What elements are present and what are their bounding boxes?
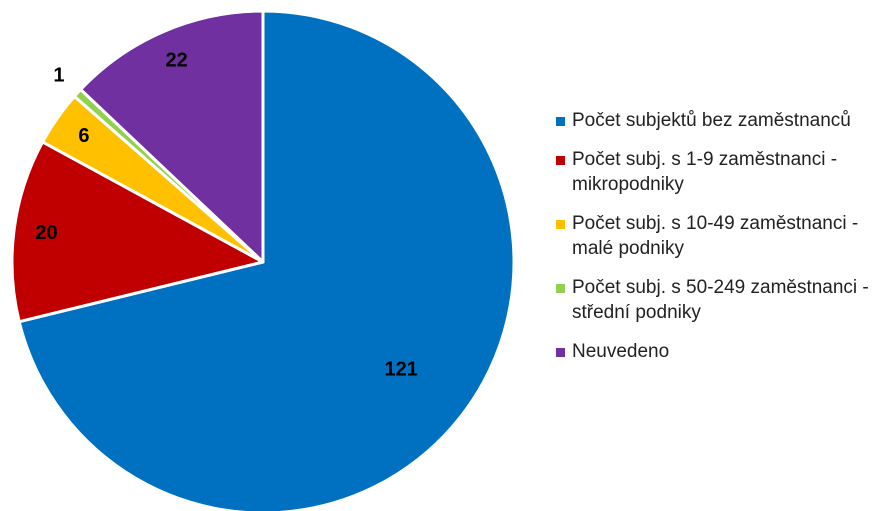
legend-item: Neuvedeno bbox=[556, 339, 892, 364]
legend-swatch bbox=[556, 220, 565, 229]
pie-slice bbox=[79, 9, 265, 264]
legend-swatch bbox=[556, 156, 565, 165]
legend-item: Počet subjektů bez zaměstnanců bbox=[556, 108, 892, 133]
legend-swatch bbox=[556, 117, 565, 126]
pie-slice bbox=[17, 9, 516, 511]
legend-label: Počet subj. s 10-49 zaměstnanci - malé p… bbox=[572, 213, 859, 259]
legend-label: Počet subj. s 50-249 zaměstnanci - střed… bbox=[572, 277, 869, 323]
data-label: 1 bbox=[53, 64, 64, 86]
legend: Počet subjektů bez zaměstnanců Počet subj… bbox=[556, 108, 892, 378]
legend-item: Počet subj. s 10-49 zaměstnanci - malé p… bbox=[556, 211, 892, 261]
legend-swatch bbox=[556, 348, 565, 357]
data-label: 20 bbox=[35, 222, 57, 244]
legend-label: Počet subjektů bez zaměstnanců bbox=[572, 110, 851, 131]
legend-label: Neuvedeno bbox=[572, 341, 670, 362]
data-label: 22 bbox=[166, 50, 188, 72]
legend-swatch bbox=[556, 284, 565, 293]
legend-label: Počet subj. s 1-9 zaměstnanci - mikropod… bbox=[572, 149, 838, 195]
data-label: 121 bbox=[385, 359, 418, 381]
data-label: 6 bbox=[78, 125, 89, 147]
legend-item: Počet subj. s 50-249 zaměstnanci - střed… bbox=[556, 275, 892, 325]
pie-slice bbox=[10, 140, 265, 324]
legend-item: Počet subj. s 1-9 zaměstnanci - mikropod… bbox=[556, 147, 892, 197]
